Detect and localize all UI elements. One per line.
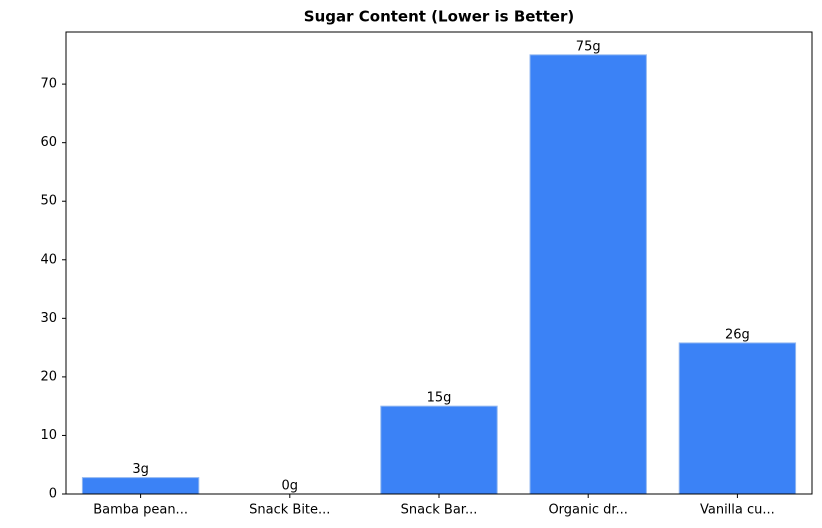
x-tick-label: Bamba pean... xyxy=(93,503,188,518)
y-tick-label: 10 xyxy=(40,428,57,443)
y-tick-label: 50 xyxy=(40,194,57,209)
bar xyxy=(678,342,797,495)
bar xyxy=(81,477,200,495)
bar xyxy=(380,405,498,495)
x-tick-label: Snack Bar... xyxy=(401,503,478,518)
x-tick-label: Snack Bite... xyxy=(249,503,330,518)
chart-title: Sugar Content (Lower is Better) xyxy=(304,8,574,26)
y-tick-label: 20 xyxy=(40,369,57,384)
plot-frame xyxy=(65,31,813,495)
x-tick-label: Vanilla cu... xyxy=(700,503,775,518)
value-label: 3g xyxy=(132,462,149,477)
value-label: 15g xyxy=(427,391,452,406)
value-label: 0g xyxy=(282,479,299,494)
value-label: 75g xyxy=(576,39,601,54)
y-tick-label: 70 xyxy=(40,77,57,92)
y-tick-label: 30 xyxy=(40,311,57,326)
y-tick-label: 0 xyxy=(49,487,57,502)
bar xyxy=(529,54,647,495)
x-tick-label: Organic dr... xyxy=(548,503,628,518)
value-label: 26g xyxy=(725,327,750,342)
y-tick-label: 40 xyxy=(40,252,57,267)
y-tick-label: 60 xyxy=(40,135,57,150)
